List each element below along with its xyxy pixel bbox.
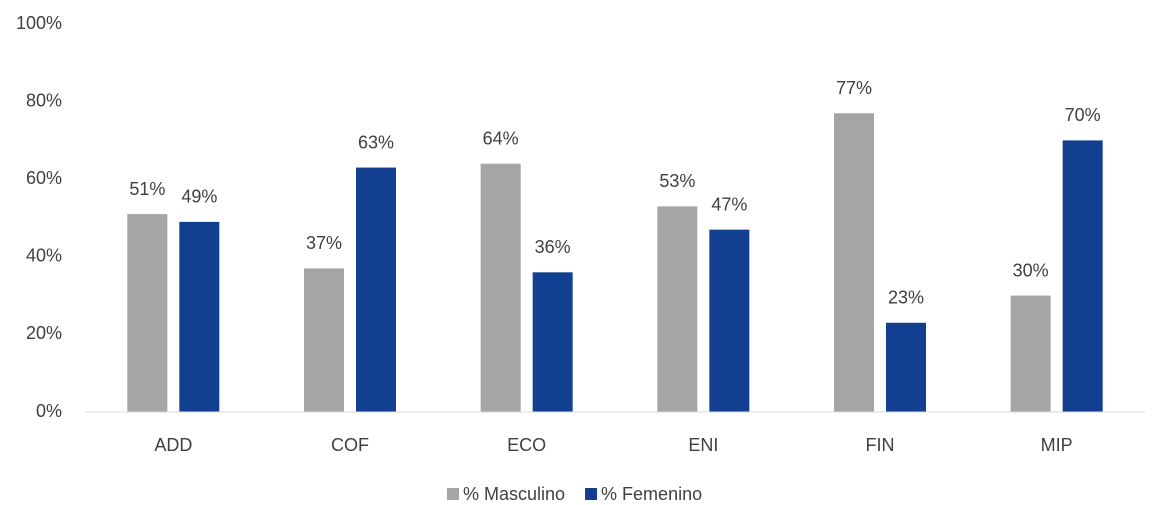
legend-label: % Femenino [601,484,702,504]
bar [480,163,521,412]
bar [356,167,396,412]
data-label: 70% [1065,105,1101,125]
x-tick-label: ECO [507,435,546,455]
bar [304,268,344,412]
bar [834,113,874,413]
bar [1010,295,1051,412]
data-label: 37% [306,233,342,253]
data-label: 36% [535,237,571,257]
x-tick-label: COF [331,435,369,455]
bar [532,272,573,412]
bar [127,214,168,412]
y-tick-label: 80% [26,90,62,110]
data-label: 51% [129,179,165,199]
data-label: 30% [1013,260,1049,280]
y-tick-label: 40% [26,246,62,266]
bar [709,229,750,412]
legend-swatch [585,488,598,500]
bar [1062,140,1103,412]
data-label: 23% [888,288,924,308]
data-label: 49% [181,187,217,207]
y-tick-label: 60% [26,168,62,188]
bar [886,322,926,412]
data-label: 47% [711,194,747,214]
x-tick-label: FIN [866,435,895,455]
data-label: 64% [483,128,519,148]
y-tick-label: 20% [26,323,62,343]
data-label: 53% [659,171,695,191]
x-tick-label: ENI [688,435,718,455]
y-tick-label: 100% [16,13,62,33]
bar [657,206,698,412]
bar [179,221,220,412]
y-tick-label: 0% [36,401,62,421]
legend-swatch [447,488,459,500]
x-tick-label: MIP [1041,435,1073,455]
x-tick-label: ADD [154,435,192,455]
data-label: 77% [836,78,872,98]
data-label: 63% [358,132,394,152]
legend-label: % Masculino [463,484,565,504]
